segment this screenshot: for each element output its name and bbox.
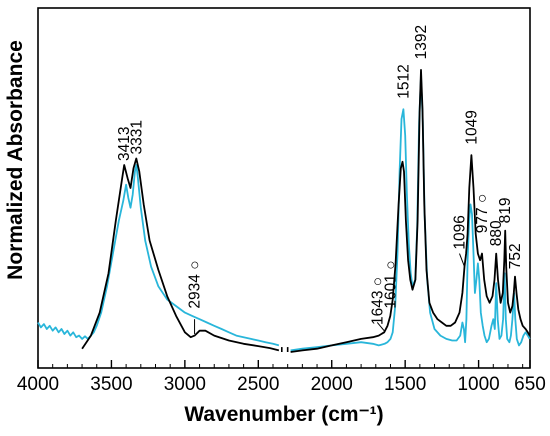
leader-line-1 — [376, 322, 385, 332]
x-axis-title: Wavenumber (cm⁻¹) — [184, 403, 383, 426]
x-axis: 4000 3500 3000 2500 2000 1500 1000 650 — [17, 360, 546, 395]
y-axis-title: Normalized Absorbance — [4, 40, 27, 280]
peak-label-4: 1601 ○ — [382, 260, 399, 308]
peak-label-0: 3413 — [116, 127, 133, 161]
peak-label-3: 1643 ○ — [369, 277, 386, 325]
plot-frame — [37, 7, 531, 369]
series-line-2-b — [290, 75, 531, 352]
peak-label-7: 1096 — [452, 215, 469, 249]
x-tick-label-2: 3000 — [164, 374, 206, 395]
series-line-2-a — [37, 164, 280, 347]
leader-line-3 — [459, 253, 465, 267]
peak-label-2: 2934 ○ — [187, 260, 204, 308]
peak-label-10: 880 — [488, 220, 505, 246]
x-tick-label-5: 1500 — [384, 374, 426, 395]
peak-label-5: 1512 — [395, 64, 412, 98]
peak-label-6: 1392 — [413, 25, 430, 59]
peak-label-9: 977 ○ — [474, 194, 491, 234]
plot-area — [37, 7, 531, 369]
series-line-1-b — [290, 69, 531, 353]
peak-label-12: 752 — [507, 243, 524, 269]
peak-label-8: 1049 — [463, 110, 480, 144]
x-tick-label-6: 1000 — [457, 374, 499, 395]
x-tick-label-7: 650 — [514, 374, 546, 395]
x-tick-label-1: 3500 — [90, 374, 132, 395]
peak-label-11: 819 — [497, 198, 514, 224]
x-tick-label-0: 4000 — [17, 374, 59, 395]
peak-label-1: 3331 — [128, 120, 145, 154]
series-line-1-a — [81, 157, 280, 352]
x-tick-label-4: 2000 — [311, 374, 353, 395]
x-tick-label-3: 2500 — [237, 374, 279, 395]
